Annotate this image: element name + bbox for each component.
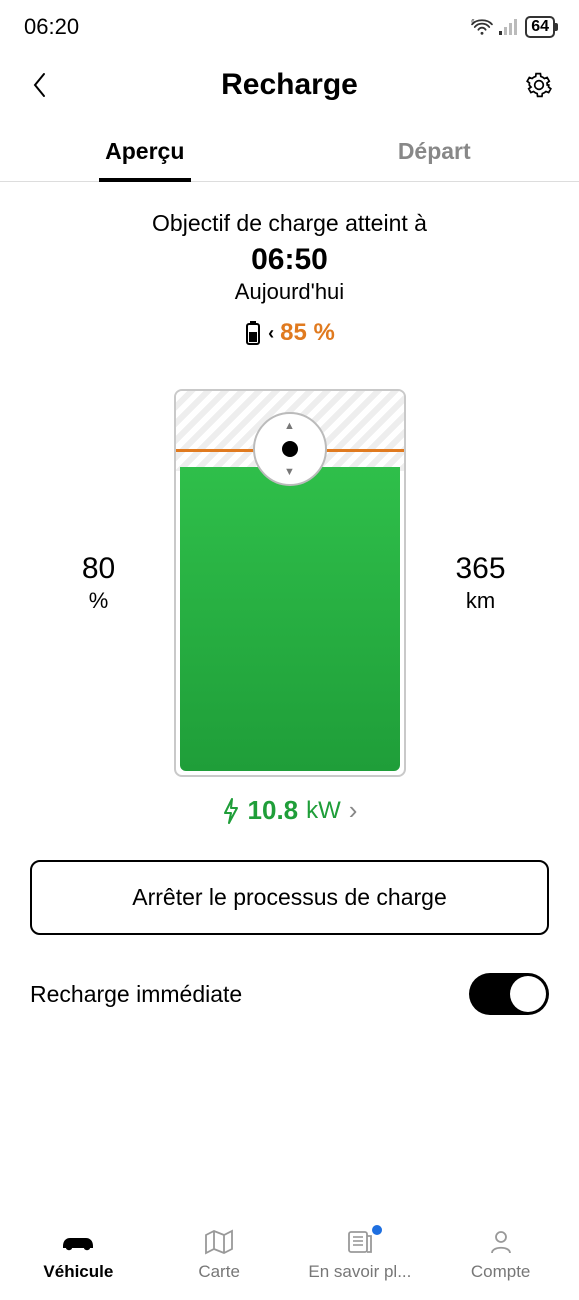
- status-icons: 6 64: [471, 16, 555, 38]
- current-percent: 80 %: [54, 552, 144, 614]
- current-percent-unit: %: [54, 588, 144, 614]
- notification-dot: [372, 1225, 382, 1235]
- nav-news-label: En savoir pl...: [290, 1262, 431, 1282]
- chevron-down-icon: ▼: [284, 466, 295, 478]
- chevron-right-icon: ›: [349, 795, 358, 826]
- gear-icon: [526, 72, 552, 98]
- immediate-charge-toggle[interactable]: [469, 973, 549, 1015]
- tab-departure[interactable]: Départ: [290, 124, 579, 181]
- nav-map-label: Carte: [149, 1262, 290, 1282]
- range: 365 km: [436, 552, 526, 614]
- svg-text:6: 6: [471, 18, 475, 25]
- toggle-thumb: [510, 976, 546, 1012]
- power-value: 10.8: [248, 795, 299, 826]
- current-percent-value: 80: [54, 552, 144, 586]
- nav-account-label: Compte: [430, 1262, 571, 1282]
- goal-day: Aujourd'hui: [0, 279, 579, 305]
- battery-graphic[interactable]: ▲ ▼: [174, 389, 406, 777]
- battery-fill: [180, 467, 400, 771]
- nav-news[interactable]: En savoir pl...: [290, 1226, 431, 1282]
- range-unit: km: [436, 588, 526, 614]
- back-button[interactable]: [24, 69, 56, 101]
- settings-button[interactable]: [523, 69, 555, 101]
- bottom-nav: Véhicule Carte En savoir pl... Compte: [0, 1216, 579, 1300]
- bolt-icon: [222, 798, 240, 824]
- nav-map[interactable]: Carte: [149, 1226, 290, 1282]
- charge-visual-row: 80 % ▲ ▼ 365 km: [0, 389, 579, 777]
- stop-charge-button[interactable]: Arrêter le processus de charge: [30, 860, 549, 935]
- immediate-charge-label: Recharge immédiate: [30, 981, 242, 1008]
- goal-time: 06:50: [0, 243, 579, 277]
- battery-target-icon: [244, 320, 262, 346]
- power-unit: kW: [306, 797, 341, 825]
- nav-vehicle[interactable]: Véhicule: [8, 1226, 149, 1282]
- signal-icon: [499, 19, 519, 35]
- immediate-charge-row: Recharge immédiate: [0, 935, 579, 1015]
- chevron-left-small: ‹: [268, 323, 274, 344]
- nav-vehicle-label: Véhicule: [8, 1262, 149, 1282]
- knob-dot: [282, 441, 298, 457]
- range-value: 365: [436, 552, 526, 586]
- header: Recharge: [0, 50, 579, 124]
- tabs: Aperçu Départ: [0, 124, 579, 182]
- nav-account[interactable]: Compte: [430, 1226, 571, 1282]
- status-time: 06:20: [24, 14, 79, 40]
- wifi-icon: 6: [471, 18, 493, 36]
- charge-goal: Objectif de charge atteint à 06:50 Aujou…: [0, 182, 579, 355]
- page-title: Recharge: [56, 68, 523, 102]
- map-icon: [204, 1229, 234, 1255]
- goal-target-pct: 85 %: [280, 319, 335, 347]
- car-icon: [60, 1232, 96, 1252]
- status-battery: 64: [525, 16, 555, 38]
- status-bar: 06:20 6 64: [0, 0, 579, 50]
- charge-power-button[interactable]: 10.8 kW ›: [0, 795, 579, 826]
- goal-target: ‹ 85 %: [0, 319, 579, 347]
- account-icon: [489, 1229, 513, 1255]
- chevron-up-icon: ▲: [284, 420, 295, 432]
- charge-target-knob[interactable]: ▲ ▼: [253, 412, 327, 486]
- tab-overview[interactable]: Aperçu: [0, 124, 290, 181]
- news-icon: [346, 1229, 374, 1255]
- goal-label: Objectif de charge atteint à: [0, 210, 579, 237]
